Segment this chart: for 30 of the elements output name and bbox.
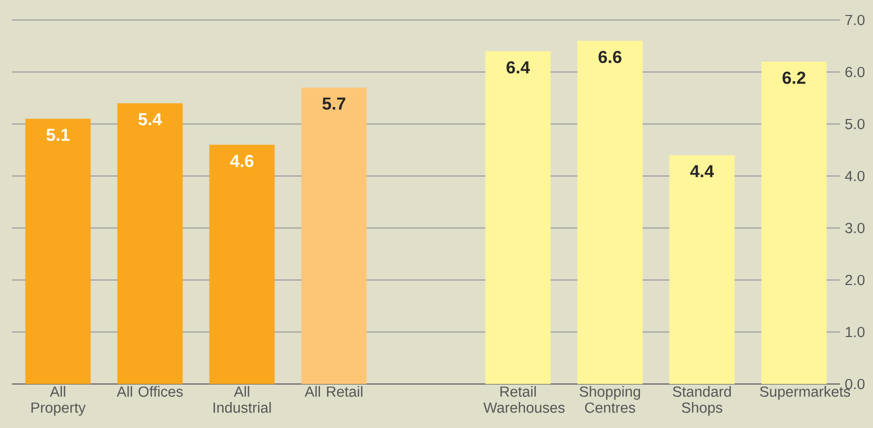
bar (117, 103, 183, 384)
bar (209, 144, 275, 384)
data-label: 4.6 (230, 154, 254, 168)
data-label: 5.1 (46, 128, 70, 141)
data-label: 6.4 (506, 61, 530, 74)
y-tick-label: 2.0 (845, 274, 865, 286)
bar (25, 118, 91, 384)
x-tick-label: All Property (32, 386, 86, 416)
data-label: 5.7 (322, 98, 346, 110)
bar (577, 40, 643, 384)
x-tick-label: Retail Warehouses (483, 386, 565, 413)
bar (761, 62, 827, 384)
y-tick-label: 5.0 (845, 118, 865, 130)
y-tick-label: 7.0 (845, 14, 865, 26)
data-label: 4.4 (690, 165, 714, 178)
y-tick-label: 3.0 (845, 222, 865, 234)
bar (485, 51, 551, 384)
data-label: 6.2 (782, 72, 806, 84)
bar (301, 88, 367, 384)
x-tick-label: All Retail (304, 386, 362, 397)
x-tick-label: All Industrial (214, 386, 271, 413)
y-tick-label: 1.0 (846, 326, 865, 338)
bar (669, 155, 735, 384)
x-tick-label: All Offices (116, 386, 183, 397)
y-tick-label: 4.0 (845, 170, 865, 182)
x-tick-label: Shopping Centres (580, 386, 640, 413)
data-label: 5.4 (138, 113, 162, 126)
data-label: 6.6 (598, 50, 622, 64)
x-tick-label: Standard Shops (672, 386, 731, 416)
y-tick-label: 6.0 (845, 66, 865, 78)
